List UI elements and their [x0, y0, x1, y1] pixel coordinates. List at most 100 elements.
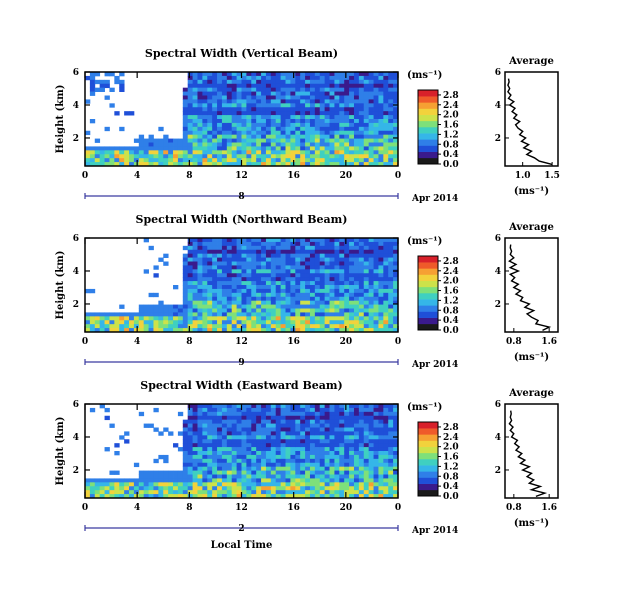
heatmap-cell	[285, 404, 291, 409]
chart-panel-2: Spectral Width (Northward Beam)642Height…	[55, 213, 559, 370]
heatmap-cell	[393, 150, 399, 155]
heatmap-cell	[324, 249, 330, 255]
heatmap-cell	[158, 138, 164, 143]
heatmap-cell	[295, 404, 301, 409]
heatmap-cell	[388, 427, 394, 432]
heatmap-cell	[251, 281, 257, 286]
heatmap-cell	[344, 308, 350, 313]
heatmap-cell	[192, 404, 198, 409]
heatmap-cell	[349, 466, 355, 471]
y-tick-label: 2	[73, 466, 79, 476]
heatmap-cell	[383, 415, 389, 421]
heatmap-cell	[344, 72, 350, 77]
heatmap-cell	[329, 296, 335, 302]
heatmap-cell	[324, 154, 330, 159]
heatmap-cell	[305, 115, 311, 120]
heatmap-cell	[353, 249, 360, 255]
heatmap-cell	[309, 411, 316, 417]
heatmap-cell	[285, 439, 291, 444]
heatmap-cell	[236, 150, 242, 155]
heatmap-cell	[383, 285, 389, 290]
heatmap-cell	[221, 427, 228, 432]
heatmap-cell	[270, 281, 277, 286]
heatmap-cell	[339, 75, 345, 81]
heatmap-cell	[231, 462, 238, 468]
heatmap-cell	[231, 238, 238, 243]
heatmap-cell	[363, 253, 370, 258]
heatmap-cell	[393, 320, 399, 325]
heatmap-cell	[373, 277, 379, 282]
heatmap-cell	[295, 490, 301, 495]
heatmap-cell	[192, 324, 198, 329]
heatmap-cell	[378, 115, 384, 120]
heatmap-cell	[187, 162, 193, 167]
heatmap-cell	[280, 296, 286, 302]
heatmap-cell	[378, 296, 384, 302]
colorbar-segment	[418, 434, 438, 441]
heatmap-cell	[349, 324, 355, 329]
heatmap-cell	[290, 134, 296, 139]
heatmap-cell	[334, 435, 340, 440]
heatmap-cell	[129, 482, 135, 487]
heatmap-cell	[251, 130, 257, 136]
heatmap-cell	[270, 296, 277, 302]
heatmap-cell	[388, 431, 394, 436]
heatmap-cell	[241, 419, 247, 424]
heatmap-cell	[324, 245, 330, 251]
heatmap-cell	[290, 407, 296, 413]
heatmap-cell	[104, 324, 110, 329]
heatmap-cell	[378, 320, 384, 325]
heatmap-cell	[353, 407, 360, 413]
heatmap-cell	[305, 439, 311, 444]
heatmap-cell	[285, 292, 291, 298]
heatmap-cell	[285, 423, 291, 428]
heatmap-cell	[212, 83, 218, 89]
heatmap-cell	[388, 99, 394, 104]
heatmap-cell	[236, 119, 242, 124]
heatmap-cell	[334, 482, 340, 487]
heatmap-cell	[339, 458, 345, 464]
heatmap-cell	[246, 238, 252, 243]
heatmap-cell	[182, 103, 189, 108]
heatmap-cell	[197, 253, 203, 258]
heatmap-cell	[373, 261, 379, 266]
heatmap-cell	[319, 253, 326, 258]
heatmap-cell	[378, 470, 384, 475]
heatmap-cell	[290, 265, 296, 270]
heatmap-cell	[270, 419, 277, 424]
heatmap-cell	[197, 474, 203, 479]
heatmap-cell	[280, 494, 286, 499]
heatmap-cell	[363, 99, 370, 104]
heatmap-cell	[339, 154, 345, 159]
heatmap-cell	[309, 154, 316, 159]
heatmap-cell	[393, 265, 399, 270]
heatmap-cell	[182, 91, 189, 96]
heatmap-cell	[353, 119, 360, 124]
heatmap-cell	[241, 404, 247, 409]
heatmap-cell	[300, 411, 306, 417]
heatmap-cell	[334, 478, 340, 483]
colorbar-segment	[418, 317, 438, 325]
heatmap-cell	[158, 454, 164, 460]
heatmap-cell	[231, 454, 238, 460]
heatmap-cell	[344, 435, 350, 440]
heatmap-cell	[305, 423, 311, 428]
heatmap-cell	[133, 312, 140, 317]
heatmap-cell	[329, 269, 335, 274]
heatmap-cell	[329, 482, 335, 487]
heatmap-cell	[246, 277, 252, 282]
colorbar-segment	[418, 268, 438, 275]
heatmap-cell	[261, 494, 267, 499]
heatmap-cell	[295, 427, 301, 432]
heatmap-cell	[251, 107, 257, 112]
heatmap-cell	[226, 285, 233, 290]
heatmap-cell	[192, 245, 198, 251]
heatmap-cell	[261, 288, 267, 294]
heatmap-cell	[324, 75, 330, 81]
heatmap-cell	[329, 304, 335, 309]
colorbar-segment	[418, 96, 438, 103]
heatmap-cell	[358, 486, 365, 491]
heatmap-cell	[344, 482, 350, 487]
heatmap-cell	[221, 122, 228, 128]
heatmap-cell	[246, 427, 252, 432]
